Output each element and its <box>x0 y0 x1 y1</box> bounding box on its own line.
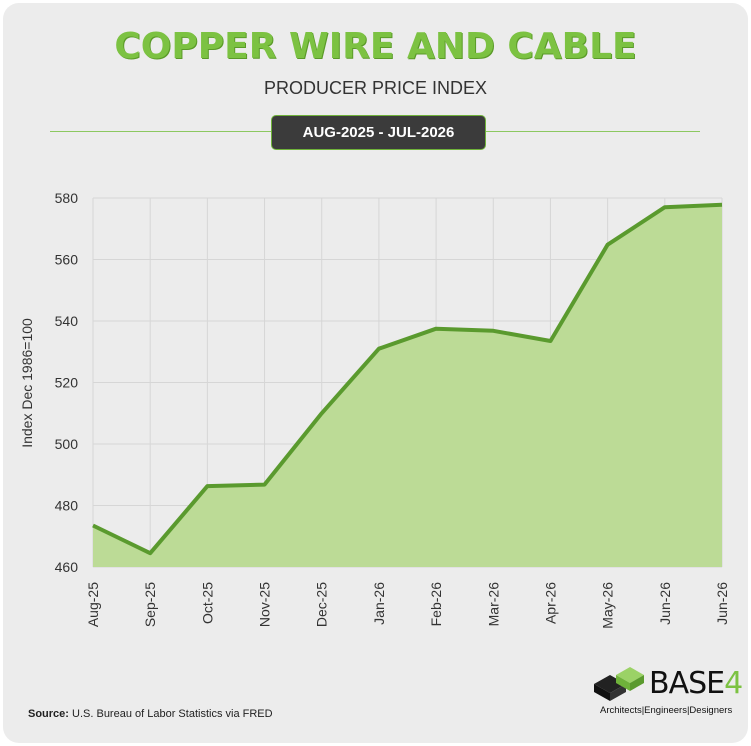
y-tick-label: 540 <box>55 313 79 329</box>
y-tick-labels: 460 480 500 520 540 560 580 <box>55 190 79 575</box>
y-tick-label: 500 <box>55 436 79 452</box>
divider-right <box>486 131 700 132</box>
source-label: Source: <box>28 708 69 720</box>
chart-title: COPPER WIRE AND CABLE <box>114 26 637 67</box>
x-tick-label: Nov-25 <box>257 582 273 627</box>
x-tick-label: Aug-25 <box>85 582 101 627</box>
y-tick-label: 460 <box>55 559 79 575</box>
x-tick-label: Feb-26 <box>428 582 444 627</box>
x-tick-labels: Aug-25 Sep-25 Oct-25 Nov-25 Dec-25 Jan-26 Feb-… <box>85 582 730 629</box>
x-tick-label: Jan-26 <box>371 582 387 625</box>
logo-name: BASE <box>649 666 725 701</box>
chart-subtitle: PRODUCER PRICE INDEX <box>263 78 488 98</box>
source-text: U.S. Bureau of Labor Statistics via FRED <box>72 708 273 720</box>
logo-tagline: Architects|Engineers|Designers <box>600 705 733 716</box>
date-range-badge: AUG-2025 - JUL-2026 <box>271 115 486 150</box>
y-tick-label: 520 <box>55 375 79 391</box>
y-axis-label: Index Dec 1986=100 <box>19 318 35 448</box>
x-tick-label: Oct-25 <box>199 582 215 624</box>
area-fill <box>93 204 722 568</box>
series-line <box>92 202 723 556</box>
cube-logo-icon <box>594 667 644 701</box>
y-tick-label: 480 <box>55 498 79 514</box>
source-note: Source: U.S. Bureau of Labor Statistics … <box>28 708 273 720</box>
x-tick-label: Jun-26 <box>714 582 730 625</box>
x-tick-label: Jun-26 <box>657 582 673 625</box>
base4-logo: BASE4 Architects|Engineers|Designers <box>592 664 743 720</box>
x-tick-label: May-26 <box>600 582 616 629</box>
x-tick-label: Mar-26 <box>485 582 501 627</box>
y-tick-label: 580 <box>55 190 79 206</box>
y-tick-label: 560 <box>55 252 79 268</box>
x-tick-label: Apr-26 <box>542 582 558 624</box>
divider-left <box>50 131 272 132</box>
logo-number: 4 <box>724 666 743 701</box>
x-tick-label: Sep-25 <box>142 582 158 627</box>
x-tick-label: Dec-25 <box>314 582 330 627</box>
